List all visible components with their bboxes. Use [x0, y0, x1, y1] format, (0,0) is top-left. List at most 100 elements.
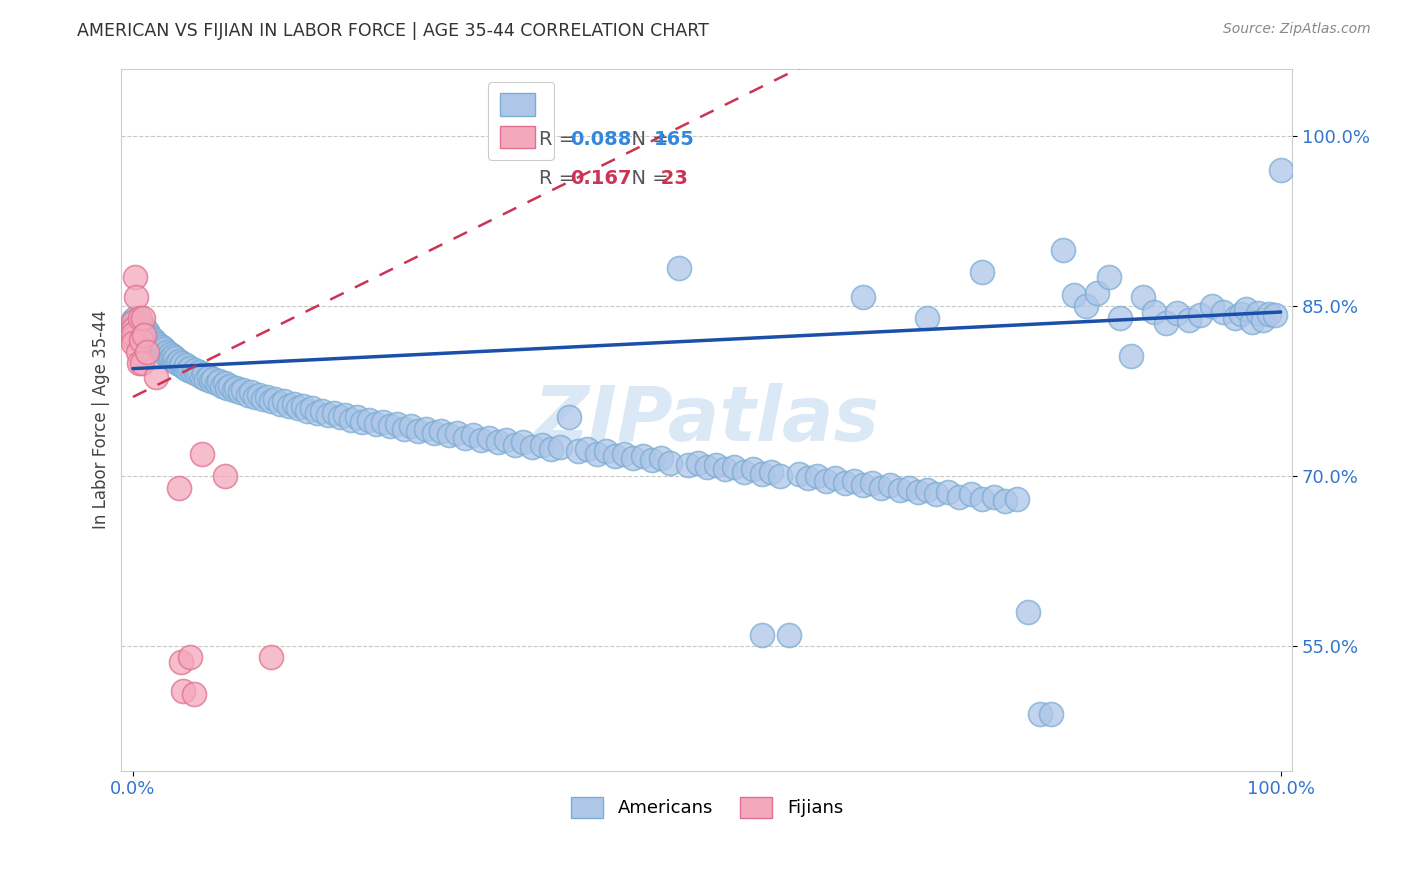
Point — [145, 369, 167, 384]
Point — [751, 628, 773, 642]
Point — [191, 369, 214, 384]
Point — [252, 392, 274, 407]
Point — [470, 433, 492, 447]
Point — [540, 442, 562, 456]
Point — [222, 383, 245, 397]
Text: ZIPatlas: ZIPatlas — [534, 383, 880, 457]
Point — [495, 433, 517, 447]
Point — [1121, 349, 1143, 363]
Point — [603, 449, 626, 463]
Point — [259, 394, 281, 409]
Point — [141, 331, 163, 345]
Point — [127, 313, 149, 327]
Point — [236, 387, 259, 401]
Point — [145, 335, 167, 350]
Point — [437, 428, 460, 442]
Point — [860, 476, 883, 491]
Point — [122, 324, 145, 338]
Text: R =: R = — [538, 169, 582, 188]
Point — [179, 650, 201, 665]
Text: 23: 23 — [654, 169, 688, 188]
Point — [576, 442, 599, 456]
Point — [1040, 707, 1063, 722]
Point — [219, 378, 242, 392]
Point — [124, 310, 146, 325]
Point — [208, 374, 231, 388]
Point — [585, 447, 607, 461]
Point — [142, 334, 165, 348]
Point — [193, 368, 215, 382]
Point — [128, 326, 150, 341]
Point — [983, 490, 1005, 504]
Point — [148, 338, 170, 352]
Point — [129, 334, 152, 348]
Point — [228, 385, 250, 400]
Point — [322, 406, 344, 420]
Point — [134, 324, 156, 338]
Point — [186, 368, 208, 382]
Point — [153, 343, 176, 357]
Point — [686, 456, 709, 470]
Point — [149, 343, 172, 357]
Point — [134, 327, 156, 342]
Point — [1264, 309, 1286, 323]
Point — [184, 363, 207, 377]
Point — [225, 381, 247, 395]
Point — [132, 327, 155, 342]
Point — [733, 465, 755, 479]
Point — [1270, 163, 1292, 178]
Point — [359, 412, 381, 426]
Point — [613, 447, 636, 461]
Point — [165, 351, 187, 366]
Point — [478, 431, 501, 445]
Point — [328, 410, 350, 425]
Point — [128, 316, 150, 330]
Point — [170, 358, 193, 372]
Point — [1189, 309, 1212, 323]
Point — [595, 444, 617, 458]
Point — [125, 316, 148, 330]
Point — [131, 322, 153, 336]
Point — [205, 376, 228, 391]
Point — [132, 310, 155, 325]
Point — [128, 356, 150, 370]
Point — [195, 372, 218, 386]
Point — [146, 340, 169, 354]
Point — [385, 417, 408, 431]
Point — [1143, 305, 1166, 319]
Point — [131, 356, 153, 370]
Point — [167, 353, 190, 368]
Point — [122, 319, 145, 334]
Point — [129, 316, 152, 330]
Text: 0.167: 0.167 — [569, 169, 631, 188]
Point — [907, 485, 929, 500]
Point — [122, 331, 145, 345]
Point — [1028, 707, 1050, 722]
Point — [215, 381, 238, 395]
Point — [446, 426, 468, 441]
Point — [889, 483, 911, 497]
Point — [1132, 290, 1154, 304]
Point — [751, 467, 773, 481]
Point — [159, 347, 181, 361]
Point — [269, 397, 291, 411]
Point — [759, 465, 782, 479]
Text: R =: R = — [538, 130, 582, 149]
Point — [297, 403, 319, 417]
Point — [548, 440, 571, 454]
Point — [378, 419, 401, 434]
Point — [125, 322, 148, 336]
Point — [723, 460, 745, 475]
Point — [166, 356, 188, 370]
Point — [558, 410, 581, 425]
Point — [994, 494, 1017, 508]
Point — [1085, 285, 1108, 300]
Point — [678, 458, 700, 472]
Point — [522, 440, 544, 454]
Point — [512, 435, 534, 450]
Point — [769, 469, 792, 483]
Point — [1154, 316, 1177, 330]
Point — [305, 406, 328, 420]
Point — [787, 467, 810, 481]
Point — [1253, 313, 1275, 327]
